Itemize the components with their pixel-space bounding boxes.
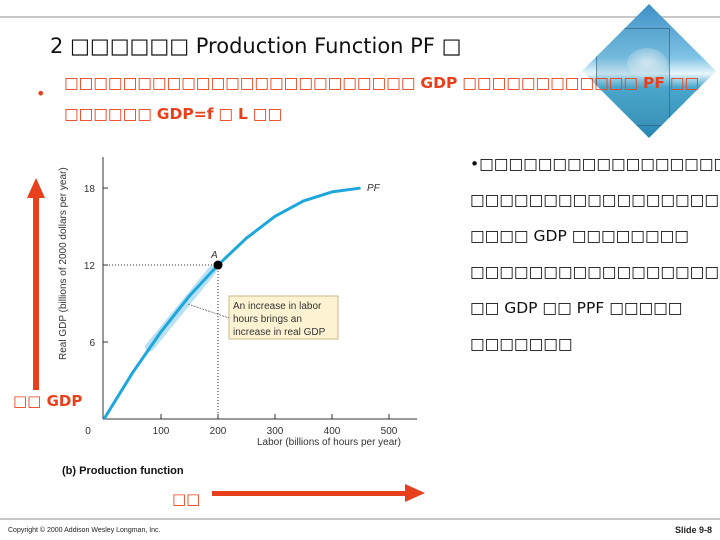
y-arrow-label: □□ GDP (13, 392, 82, 410)
series-label-pf: PF (367, 183, 381, 194)
x-tick-label: 200 (210, 426, 227, 437)
x-tick-label: 400 (324, 426, 341, 437)
point-label-a: A (210, 250, 218, 261)
right-text-line: □□□□□□□ (470, 335, 573, 353)
x-tick-label: 100 (153, 426, 170, 437)
annotation-line: increase in real GDP (233, 327, 326, 338)
annotation-leader (187, 303, 230, 319)
slide-title: 2 □□□□□□ Production Function PF □ (50, 34, 462, 58)
bullet-icon: • (36, 84, 46, 103)
annotation-line: An increase in labor (233, 301, 322, 312)
point-a-marker (213, 260, 223, 270)
y-axis-label: Real GDP (billions of 2000 dollars per y… (58, 167, 69, 360)
annotation-box (228, 295, 339, 340)
x-tick-label: 500 (381, 426, 398, 437)
y-red-arrow-head (27, 178, 45, 198)
right-text-line: □□□□□□□□□□□□□□□□□□□ (470, 191, 720, 209)
annotation-line: hours brings an (233, 314, 302, 325)
x-axis-label: Labor (billions of hours per year) (257, 437, 401, 448)
y-tick-label: 18 (84, 184, 96, 195)
bullet-line-2: □□□□□□ GDP=f □ L □□ (64, 105, 283, 123)
copyright-text: Copyright © 2000 Addison Wesley Longman,… (8, 527, 161, 534)
footer-divider (0, 518, 720, 520)
y-tick-label: 6 (89, 338, 95, 349)
x-red-arrow-shaft (212, 491, 410, 496)
pf-curve (102, 186, 361, 420)
x-red-arrow-head (405, 484, 425, 502)
x-tick-label: 0 (85, 426, 91, 437)
bullet-line-1: □□□□□□□□□□□□□□□□□□□□□□□□ GDP □□□□□□□□□□□… (64, 74, 700, 92)
right-text-line: □□ GDP □□ PPF □□□□□ (470, 299, 683, 317)
chart-title: (b) Production function (62, 465, 184, 477)
production-function-chart: 0 100 200 300 400 500 6 12 18 □□ GDP □□ (b) Prod… (13, 157, 425, 508)
right-bullet-line: •□□□□□□□□□□□□□□□□□ (470, 155, 720, 173)
x-arrow-label: □□ (172, 490, 200, 508)
header-divider (0, 16, 720, 18)
y-tick-label: 12 (84, 261, 96, 272)
y-red-arrow-shaft (33, 196, 39, 390)
slide-number: Slide 9-8 (674, 525, 712, 535)
x-tick-label: 300 (267, 426, 284, 437)
right-text-line: □□□□□□□□□□□□□□□□□□□ (470, 263, 720, 281)
right-text-line: □□□□ GDP □□□□□□□□ (470, 227, 689, 245)
